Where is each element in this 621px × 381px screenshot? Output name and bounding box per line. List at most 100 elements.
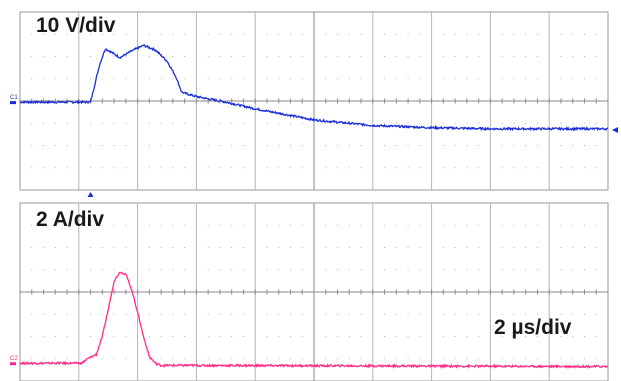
grid-dot bbox=[278, 336, 280, 337]
grid-dot bbox=[595, 33, 597, 35]
grid-dot bbox=[525, 33, 527, 35]
grid-dot bbox=[560, 269, 562, 271]
grid-dot bbox=[231, 78, 233, 80]
grid-dot bbox=[360, 33, 362, 35]
grid-dot bbox=[289, 145, 291, 146]
grid-dot bbox=[43, 56, 45, 57]
grid-dot bbox=[560, 122, 562, 124]
grid-dot bbox=[407, 78, 409, 80]
grid-dot bbox=[231, 122, 233, 124]
grid-dot bbox=[337, 269, 339, 271]
grid-dot bbox=[160, 269, 162, 271]
grid-dot bbox=[348, 167, 350, 169]
grid-dot bbox=[43, 358, 45, 360]
grid-dot bbox=[54, 247, 56, 248]
grid-dot bbox=[148, 247, 150, 248]
grid-dot bbox=[560, 224, 562, 226]
grid-dot bbox=[113, 247, 115, 248]
grid-dot bbox=[278, 145, 280, 146]
grid-dot bbox=[54, 167, 56, 169]
grid-dot bbox=[348, 247, 350, 248]
grid-dot bbox=[43, 224, 45, 226]
grid-dot bbox=[360, 247, 362, 248]
grid-dot bbox=[395, 78, 397, 80]
grid-dot bbox=[337, 167, 339, 169]
grid-dot bbox=[525, 78, 527, 80]
grid-dot bbox=[301, 122, 303, 124]
grid-dot bbox=[148, 313, 150, 315]
grid-dot bbox=[148, 269, 150, 271]
grid-dot bbox=[31, 224, 33, 226]
grid-dot bbox=[172, 247, 174, 248]
grid-dot bbox=[160, 358, 162, 360]
current-trace bbox=[19, 271, 609, 369]
grid-dot bbox=[595, 78, 597, 80]
grid-dot bbox=[419, 247, 421, 248]
grid-dot bbox=[536, 247, 538, 248]
grid-dot bbox=[289, 336, 291, 337]
grid-dot bbox=[219, 145, 221, 146]
grid-dot bbox=[54, 78, 56, 80]
grid-dot bbox=[501, 145, 503, 146]
grid-dot bbox=[184, 358, 186, 360]
grid-dot bbox=[395, 247, 397, 248]
grid-dot bbox=[478, 224, 480, 226]
grid-dot bbox=[395, 269, 397, 271]
grid-dot bbox=[184, 313, 186, 315]
channel-marker-label: C2 bbox=[10, 356, 18, 362]
grid-dot bbox=[242, 145, 244, 146]
grid-dot bbox=[31, 313, 33, 315]
grid-dot bbox=[66, 247, 68, 248]
grid-dot bbox=[395, 33, 397, 35]
grid-dot bbox=[384, 56, 386, 57]
grid-dot bbox=[278, 78, 280, 80]
grid-dot bbox=[219, 33, 221, 35]
voltage-trace bbox=[19, 43, 609, 132]
grid-dot bbox=[278, 167, 280, 169]
grid-dot bbox=[242, 33, 244, 35]
grid-dot bbox=[90, 56, 92, 57]
grid-dot bbox=[301, 145, 303, 146]
grid-dot bbox=[31, 78, 33, 80]
grid-dot bbox=[160, 78, 162, 80]
grid-dot bbox=[43, 313, 45, 315]
grid-dot bbox=[184, 336, 186, 337]
grid-dot bbox=[348, 33, 350, 35]
grid-dot bbox=[172, 167, 174, 169]
grid-dot bbox=[384, 269, 386, 271]
grid-dot bbox=[407, 122, 409, 124]
trigger-level-arrow bbox=[612, 127, 618, 133]
grid-dot bbox=[266, 78, 268, 80]
grid-dot bbox=[395, 224, 397, 226]
grid-dot bbox=[160, 247, 162, 248]
grid-dot bbox=[454, 78, 456, 80]
grid-dot bbox=[583, 269, 585, 271]
grid-dot bbox=[242, 247, 244, 248]
grid-dot bbox=[101, 247, 103, 248]
grid-dot bbox=[148, 122, 150, 124]
grid-dot bbox=[536, 224, 538, 226]
grid-dot bbox=[184, 224, 186, 226]
grid-dot bbox=[278, 224, 280, 226]
grid-dot bbox=[513, 269, 515, 271]
grid-dot bbox=[583, 145, 585, 146]
grid-dot bbox=[454, 358, 456, 360]
grid-dot bbox=[407, 167, 409, 169]
grid-dot bbox=[66, 122, 68, 124]
grid-dot bbox=[125, 145, 127, 146]
grid-dot bbox=[125, 313, 127, 315]
grid-dot bbox=[407, 358, 409, 360]
grid-dot bbox=[301, 78, 303, 80]
grid-dot bbox=[454, 33, 456, 35]
grid-dot bbox=[454, 122, 456, 124]
grid-dot bbox=[560, 56, 562, 57]
grid-dot bbox=[219, 336, 221, 337]
grid-dot bbox=[66, 167, 68, 169]
grid-dot bbox=[466, 358, 468, 360]
grid-dot bbox=[113, 56, 115, 57]
grid-dot bbox=[513, 145, 515, 146]
grid-dot bbox=[595, 224, 597, 226]
grid-dot bbox=[407, 269, 409, 271]
grid-dot bbox=[478, 78, 480, 80]
grid-dot bbox=[442, 56, 444, 57]
